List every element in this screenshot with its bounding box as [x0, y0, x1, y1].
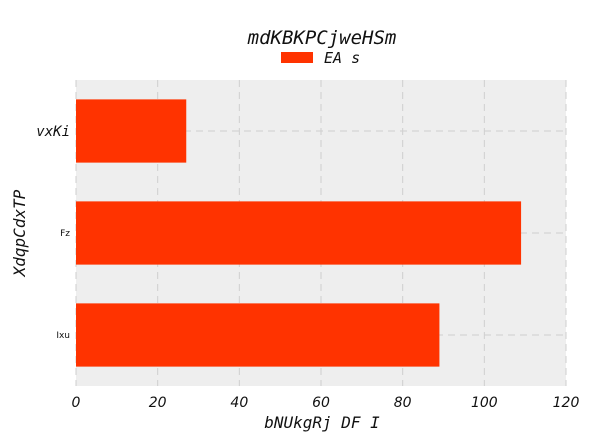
x-tick-label: 40	[230, 395, 248, 411]
y-axis-ticks: vxKi Fz Ixu	[36, 124, 70, 341]
x-tick-label: 20	[149, 395, 167, 411]
y-tick-label: Fz	[60, 229, 70, 239]
chart-title: mdKBKPCjweHSm	[247, 27, 397, 49]
y-axis-label: XdqpCdxTP	[10, 189, 29, 277]
x-tick-label: 80	[394, 395, 412, 411]
bar-Ixu	[76, 303, 440, 367]
legend-swatch	[281, 52, 313, 63]
x-axis-label: bNUkgRj DF I	[264, 413, 380, 432]
bars	[76, 99, 522, 367]
x-tick-label: 60	[312, 395, 330, 411]
bar-vxKi	[76, 99, 187, 163]
x-axis-ticks: 0 20 40 60 80 100 120	[72, 395, 580, 411]
x-tick-label: 120	[553, 395, 580, 411]
legend: EA s	[281, 49, 360, 67]
y-tick-label: vxKi	[36, 124, 70, 140]
bar-Fz	[76, 201, 522, 265]
y-tick-label: Ixu	[56, 331, 70, 341]
x-tick-label: 100	[471, 395, 498, 411]
x-tick-label: 0	[72, 395, 81, 411]
legend-label: EA s	[324, 49, 360, 67]
